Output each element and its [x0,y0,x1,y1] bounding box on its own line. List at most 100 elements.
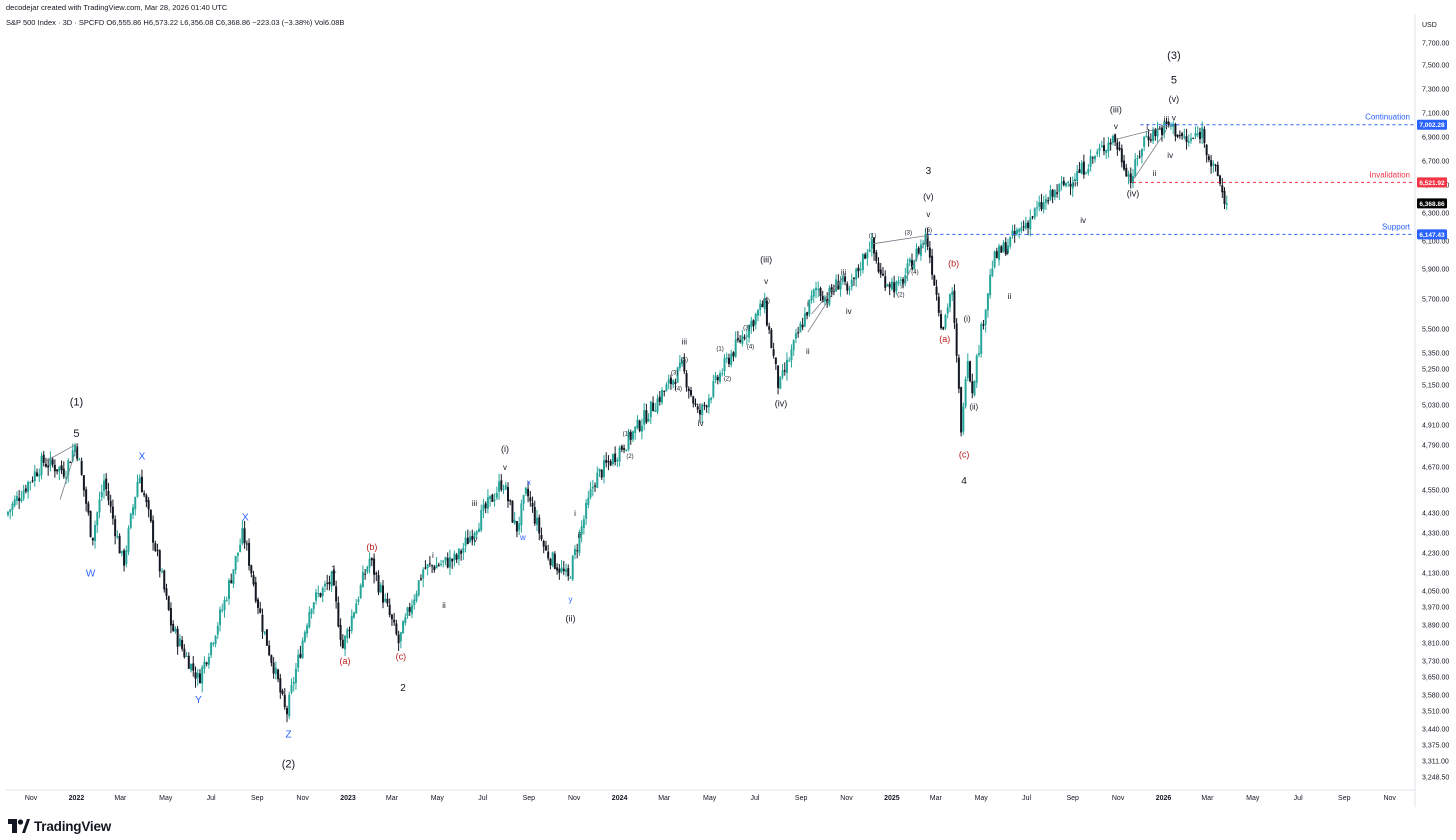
wave-label: (v) [1169,94,1180,104]
candle-body [953,290,956,323]
candle-body [1098,148,1101,151]
candle-body [111,506,114,519]
time-tick-label: 2023 [340,795,356,802]
candle-body [221,609,224,611]
candle-body [819,287,822,297]
candle-body [902,279,905,285]
candle-body [721,372,724,374]
candle-body [698,409,701,415]
candle-body [1076,171,1079,181]
wave-label: (iii) [1110,105,1122,115]
candle-body [42,454,45,463]
candle-body [1207,156,1210,160]
candle-body [223,599,226,611]
chart-credit: decodejar created with TradingView.com, … [6,3,228,12]
candle-body [844,276,847,282]
candle-body [1073,179,1076,182]
candle-body [56,469,59,472]
candle-body [1109,142,1112,145]
level-label-continuation: Continuation [1365,113,1410,122]
candle-body [647,418,650,422]
candle-body [1136,157,1139,159]
candle-body [942,327,945,330]
time-tick-label: Mar [386,795,399,802]
candle-body [810,295,813,301]
candle-body [294,668,297,683]
candle-body [879,269,882,275]
candle-body [498,481,501,492]
candle-body [399,632,402,642]
candle-body [723,358,726,372]
wave-label: ii [1008,292,1012,301]
candle-body [172,623,175,632]
price-tick-label: 6,900.00 [1422,135,1449,142]
candle-body [765,300,768,326]
candle-body [627,431,630,450]
candle-body [770,329,773,349]
wave-label: (iii) [760,254,772,264]
price-tick-label: 3,890.00 [1422,623,1449,630]
candle-body [667,379,670,384]
candle-body [254,582,257,602]
price-tick-label: 5,030.00 [1422,403,1449,410]
candle-body [1192,137,1195,139]
wave-label: (2) [724,377,731,383]
candle-body [315,592,318,601]
candle-body [419,578,422,580]
candle-body [1056,192,1059,194]
candle-body [442,560,445,563]
candle-body [1161,127,1164,135]
candle-body [1009,236,1012,247]
candle-body [78,459,81,461]
candle-body [361,572,364,588]
price-tick-label: 3,375.00 [1422,743,1449,750]
price-tick-label: 5,350.00 [1422,351,1449,358]
wave-label: 5 [1171,74,1177,86]
time-tick-label: May [975,795,989,802]
candle-body [736,338,739,341]
time-axis[interactable]: Nov 2022 Mar May Jul Sep Nov 2023 Mar May Jul Sep No… [25,795,1397,802]
time-tick-label: May [1246,795,1260,802]
candle-body [230,580,233,584]
candle-body [183,648,186,657]
candle-body [62,468,65,477]
price-axis[interactable]: 7,700.00 7,500.00 7,300.00 7,100.00 6,900.00… [1417,41,1449,782]
candle-body [67,460,70,476]
candle-body [469,536,472,543]
candle-body [1156,129,1159,137]
candle-body [89,511,92,537]
price-tick-label: 3,510.00 [1422,709,1449,716]
candle-body [895,281,898,291]
candle-body [491,494,494,502]
candle-body [926,233,929,247]
candle-body [1053,190,1056,198]
candle-body [1062,180,1065,185]
tradingview-logo-text: TradingView [34,818,112,834]
tradingview-logo-icon [8,819,30,833]
candle-body [777,365,780,388]
candle-body [915,248,918,260]
candle-body [732,352,735,357]
candle-body [140,476,143,493]
candle-body [504,484,507,490]
candle-body [390,614,393,620]
candle-body [1036,207,1039,209]
candle-body [58,466,61,472]
candle-body [846,283,849,291]
candle-body [515,521,518,532]
candle-body [951,291,954,295]
candle-body [1123,160,1126,170]
candle-body [317,593,320,595]
candle-body [1120,148,1123,163]
candle-body [94,525,97,541]
price-tick-label: 7,700.00 [1422,41,1449,48]
candle-body [788,360,791,362]
candle-body [913,260,916,270]
candle-body [145,495,148,503]
candle-body [100,491,103,498]
candle-body [107,490,110,501]
candle-body [745,335,748,337]
candle-body [1042,202,1045,210]
candle-body [569,577,572,579]
